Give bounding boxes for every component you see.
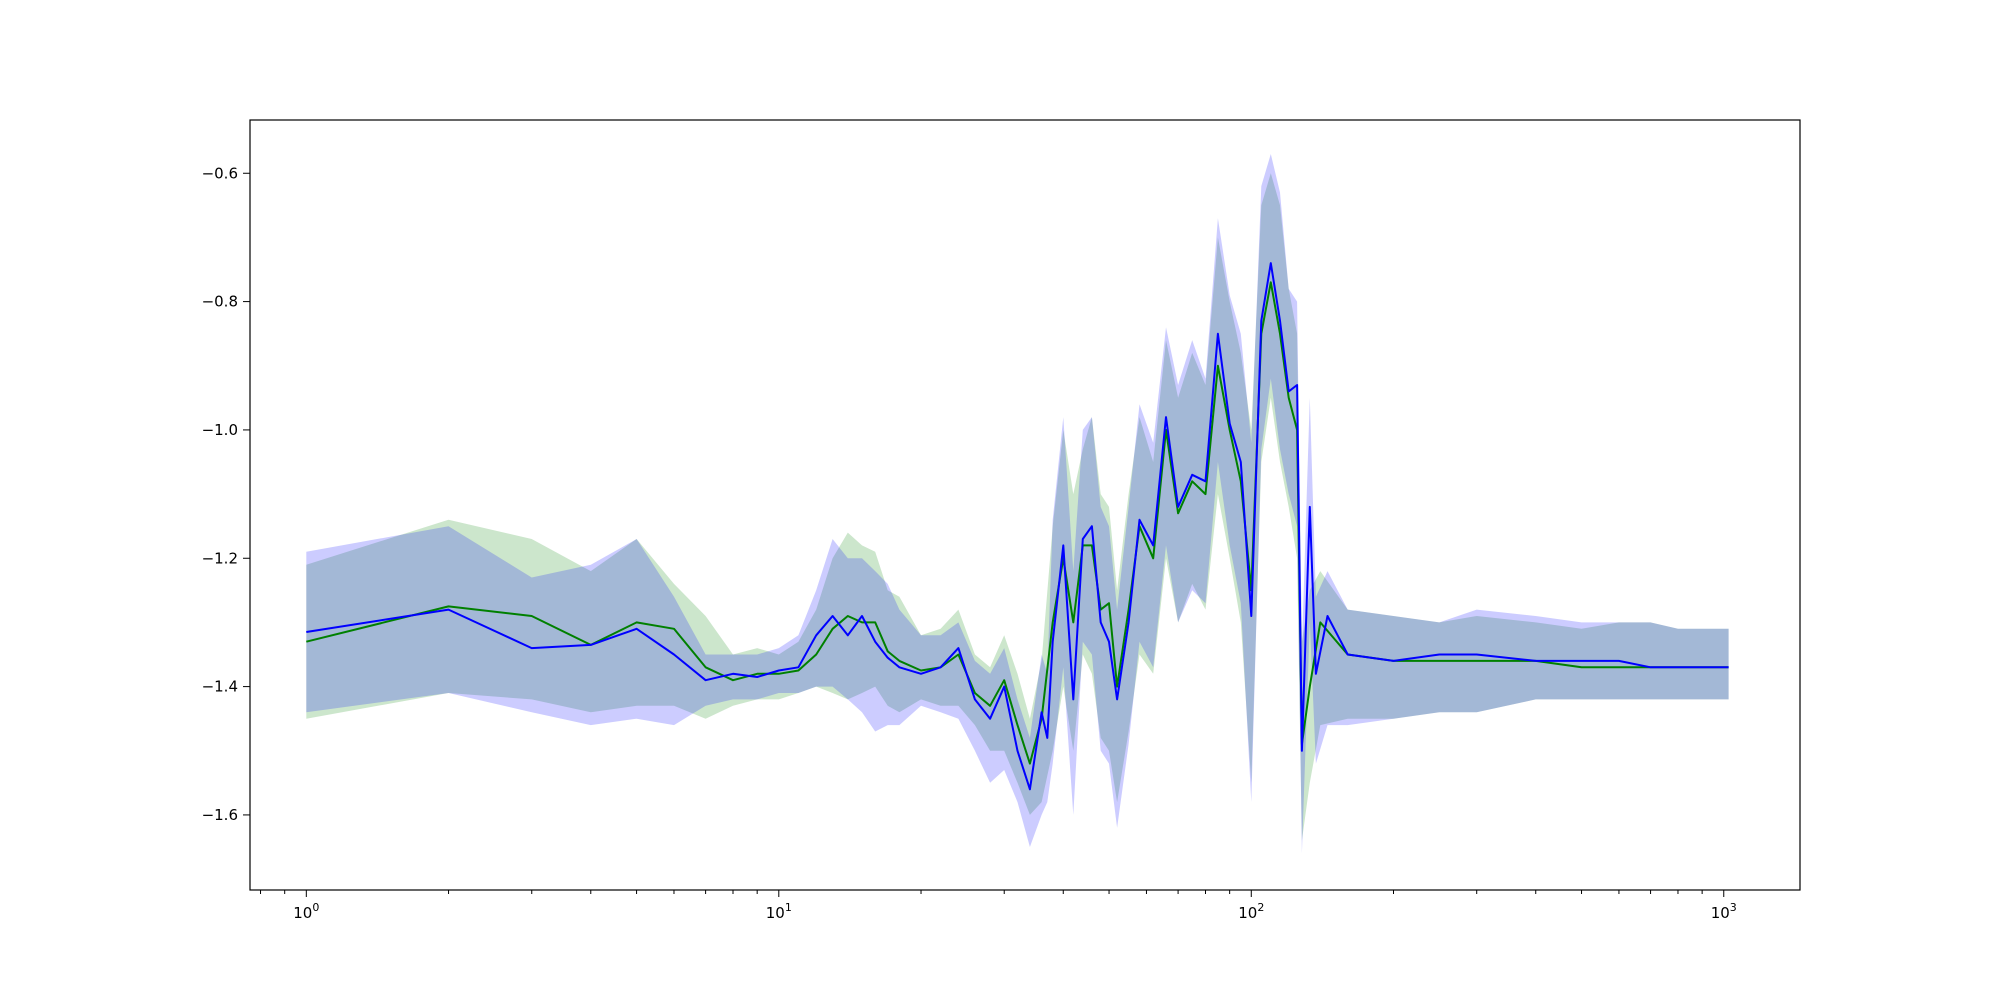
y-axis: −0.6 −0.8 −1.0 −1.2 −1.4 −1.6 xyxy=(202,164,250,824)
y-tick-label: −1.6 xyxy=(202,806,238,824)
series-2-line xyxy=(306,262,1729,791)
y-tick-label: −0.6 xyxy=(202,164,238,182)
x-tick-label: 102 xyxy=(1238,901,1264,922)
x-tick-label: 101 xyxy=(766,901,792,922)
series-1-band xyxy=(306,173,1729,841)
x-tick-label: 103 xyxy=(1711,901,1737,922)
x-axis: 100 101 102 103 xyxy=(260,890,1737,922)
y-tick-label: −0.8 xyxy=(202,293,238,311)
plot-frame xyxy=(249,119,1801,891)
series-2-band xyxy=(306,154,1729,854)
y-tick-label: −1.0 xyxy=(202,421,238,439)
y-tick-label: −1.2 xyxy=(202,549,238,567)
series-lines xyxy=(306,262,1729,791)
y-tick-label: −1.4 xyxy=(202,678,238,696)
confidence-bands xyxy=(306,154,1729,854)
x-tick-label: 100 xyxy=(293,901,319,922)
